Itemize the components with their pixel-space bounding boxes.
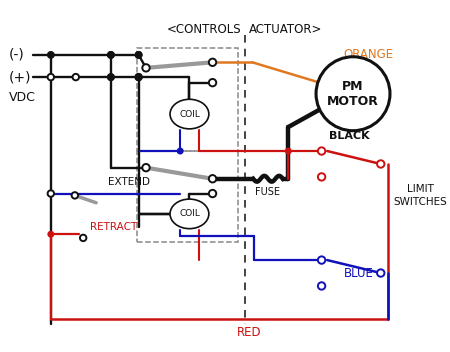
Text: RED: RED bbox=[237, 326, 262, 339]
Circle shape bbox=[142, 64, 150, 71]
Text: LIMIT
SWITCHES: LIMIT SWITCHES bbox=[394, 184, 447, 207]
Circle shape bbox=[209, 59, 216, 66]
Text: RETRACT: RETRACT bbox=[90, 222, 137, 232]
Circle shape bbox=[318, 282, 325, 290]
Circle shape bbox=[318, 256, 325, 264]
Circle shape bbox=[177, 148, 183, 154]
Circle shape bbox=[108, 52, 114, 58]
Text: COIL: COIL bbox=[179, 209, 200, 218]
Text: PM
MOTOR: PM MOTOR bbox=[327, 80, 379, 108]
Text: <CONTROLS: <CONTROLS bbox=[166, 23, 241, 36]
Circle shape bbox=[48, 52, 54, 58]
Circle shape bbox=[142, 164, 150, 171]
Text: ORANGE: ORANGE bbox=[344, 49, 394, 62]
Text: ACTUATOR>: ACTUATOR> bbox=[248, 23, 322, 36]
Circle shape bbox=[209, 79, 216, 86]
Circle shape bbox=[108, 74, 114, 80]
Ellipse shape bbox=[170, 99, 209, 129]
Circle shape bbox=[135, 52, 142, 58]
Circle shape bbox=[286, 148, 291, 154]
Circle shape bbox=[316, 57, 390, 131]
Circle shape bbox=[318, 147, 325, 155]
Text: (+): (+) bbox=[9, 70, 32, 84]
Circle shape bbox=[209, 190, 216, 197]
Circle shape bbox=[48, 231, 54, 237]
Circle shape bbox=[108, 52, 114, 58]
Text: COIL: COIL bbox=[179, 109, 200, 119]
Circle shape bbox=[80, 235, 86, 241]
Circle shape bbox=[318, 173, 325, 181]
Text: EXTEND: EXTEND bbox=[108, 177, 150, 188]
Text: BLUE: BLUE bbox=[344, 266, 374, 279]
Circle shape bbox=[377, 160, 384, 168]
Circle shape bbox=[108, 74, 114, 80]
Text: (-): (-) bbox=[9, 48, 25, 62]
Text: VDC: VDC bbox=[9, 91, 36, 104]
Circle shape bbox=[135, 74, 142, 80]
Circle shape bbox=[135, 52, 142, 58]
Circle shape bbox=[377, 269, 384, 277]
Text: FUSE: FUSE bbox=[256, 187, 280, 197]
Circle shape bbox=[48, 190, 54, 197]
Circle shape bbox=[72, 74, 79, 80]
Circle shape bbox=[135, 74, 142, 80]
Circle shape bbox=[72, 192, 78, 199]
Circle shape bbox=[209, 175, 216, 182]
Circle shape bbox=[48, 74, 54, 80]
Text: BLACK: BLACK bbox=[329, 131, 369, 141]
Ellipse shape bbox=[170, 199, 209, 229]
